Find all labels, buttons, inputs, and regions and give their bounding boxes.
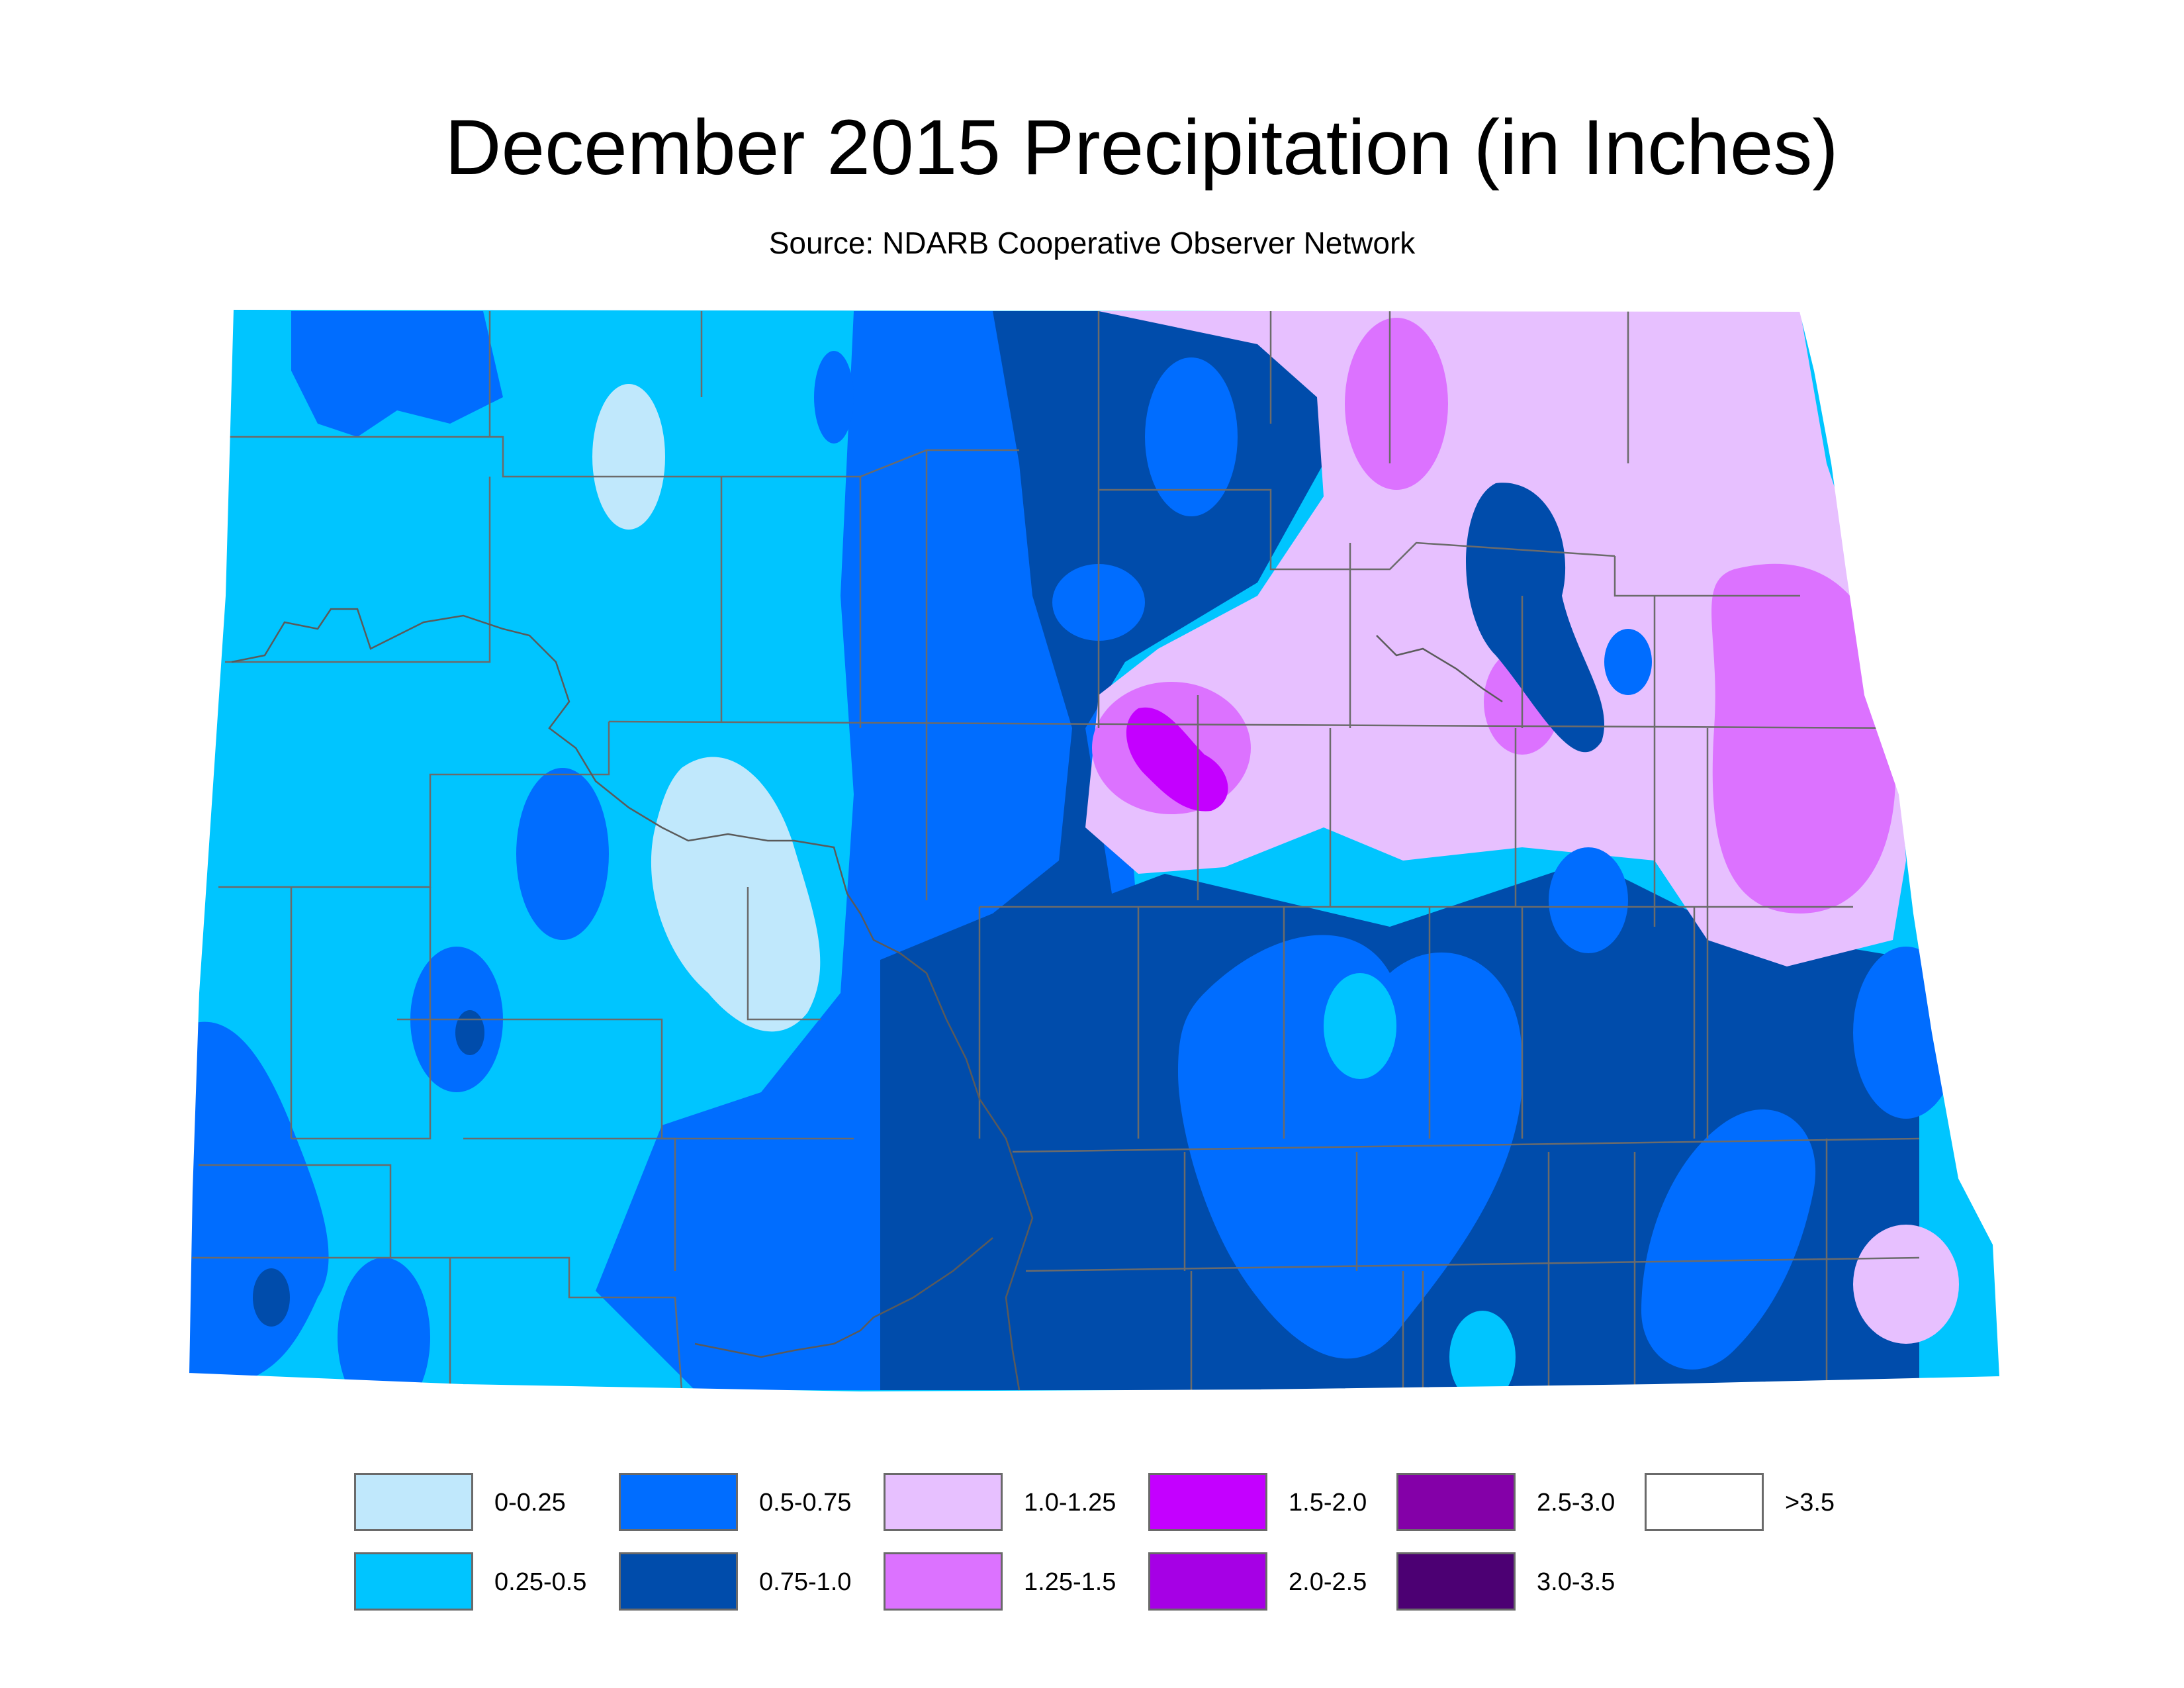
precip-fill-layer — [189, 309, 2000, 1392]
state-outline — [187, 308, 2001, 1393]
river-line — [231, 608, 1503, 1391]
map-subtitle: Source: NDARB Cooperative Observer Netwo… — [768, 226, 1416, 260]
map-title: December 2015 Precipitation (in Inches) — [445, 104, 1839, 191]
county-boundaries — [192, 311, 1920, 1391]
